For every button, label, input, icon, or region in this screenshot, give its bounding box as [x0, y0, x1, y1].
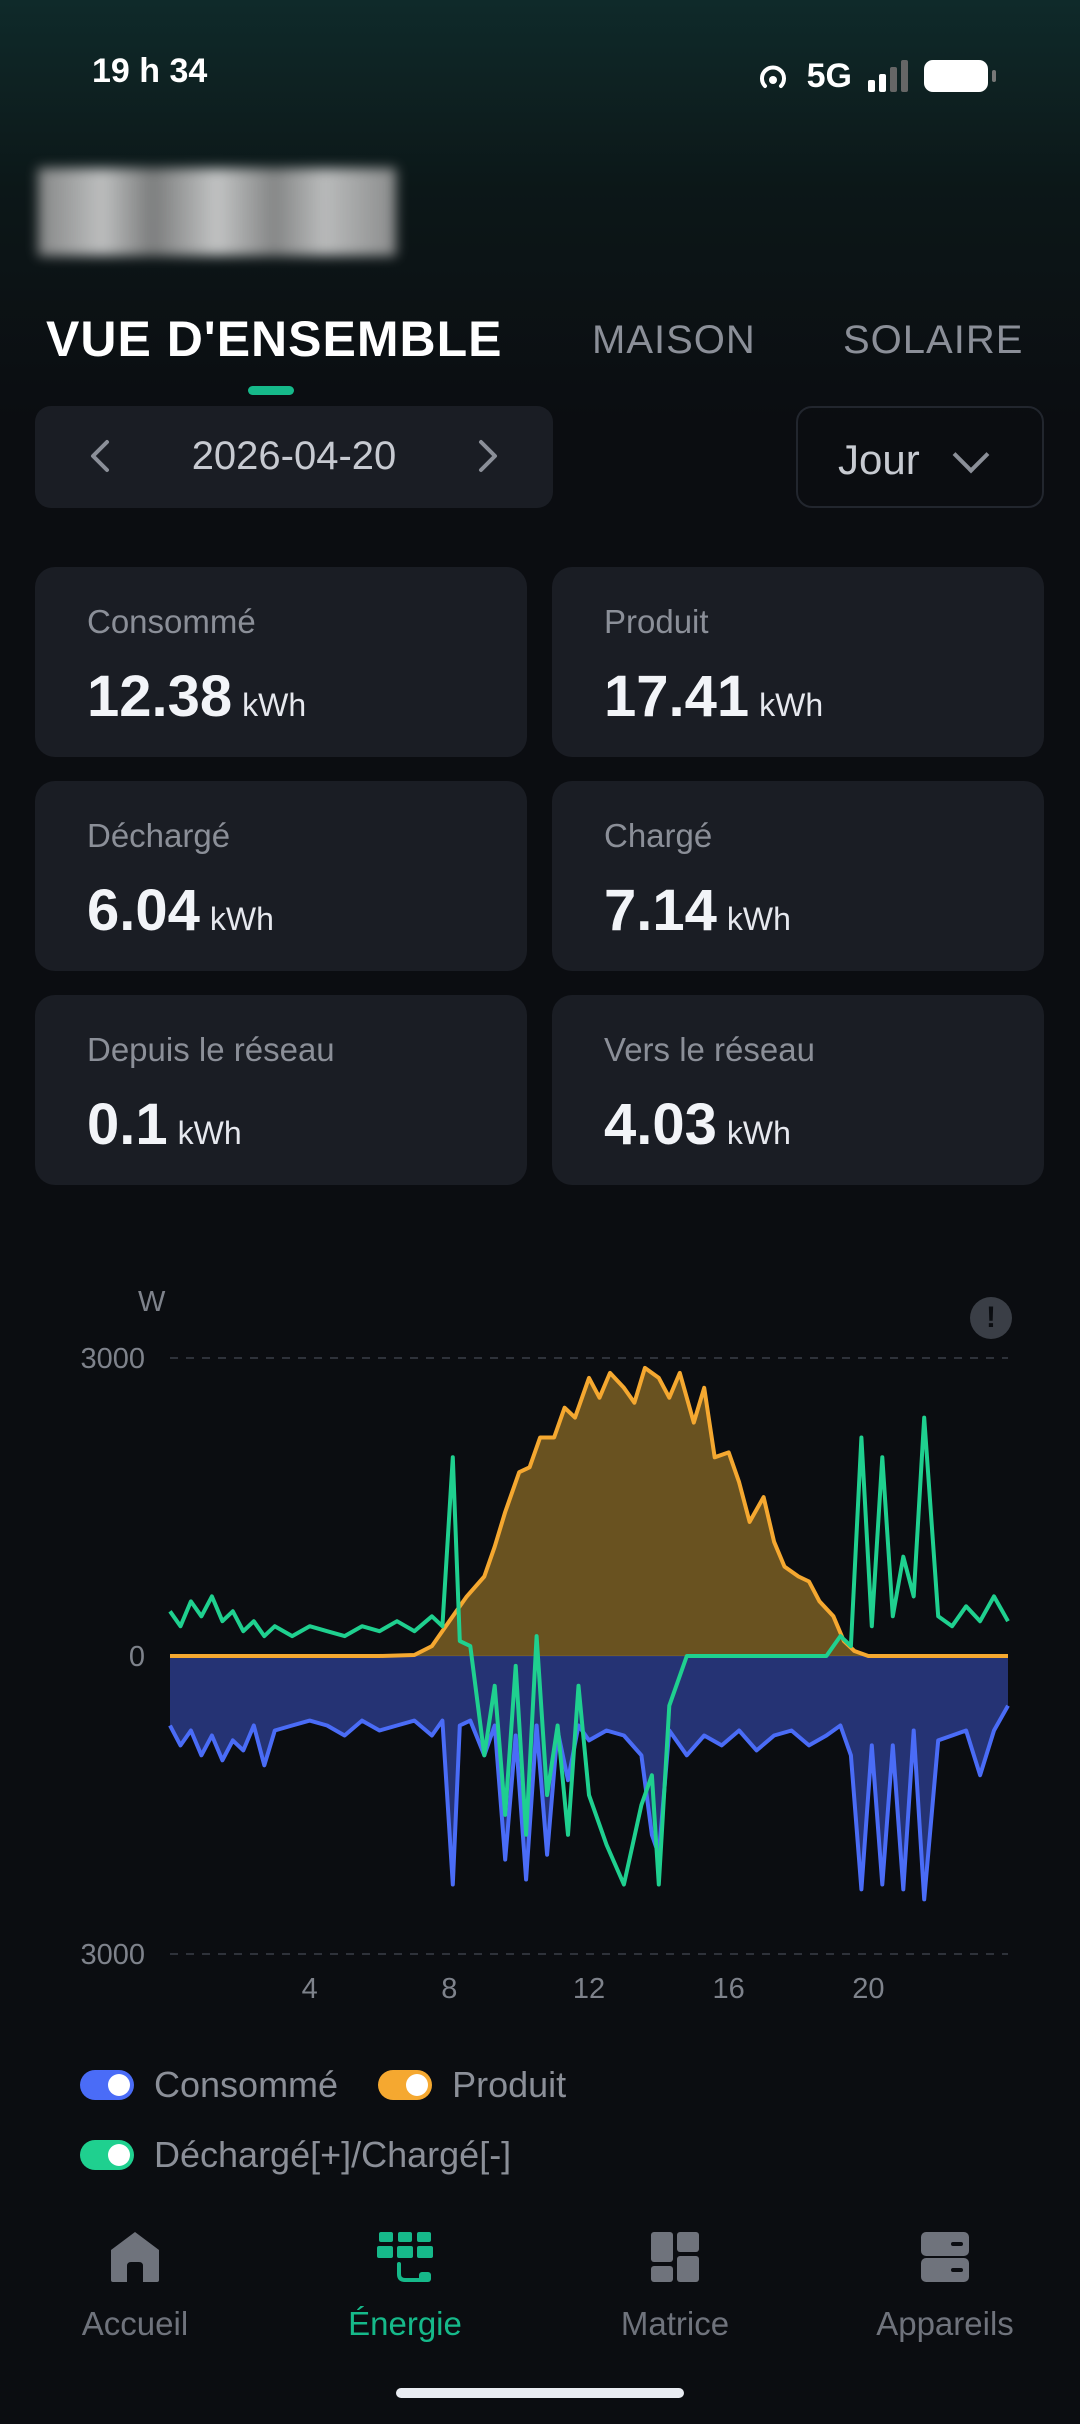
- legend-label-battery: Déchargé[+]/Chargé[-]: [154, 2134, 512, 2175]
- hotspot-icon: [759, 65, 786, 88]
- nav-energy[interactable]: Énergie: [270, 2228, 540, 2343]
- chevron-right-icon[interactable]: [473, 426, 503, 499]
- status-icons: 5G: [753, 54, 996, 98]
- battery-icon: [924, 60, 996, 92]
- home-indicator: [396, 2388, 684, 2398]
- active-tab-indicator: [248, 386, 294, 395]
- signal-icon: [868, 60, 908, 92]
- stat-unit: kWh: [177, 1115, 242, 1151]
- solar-panel-icon: [377, 2232, 433, 2282]
- legend-label-produced: Produit: [452, 2064, 567, 2105]
- x-tick-label: 12: [573, 1973, 605, 2005]
- legend-row-1: Consommé Produit: [80, 2064, 566, 2106]
- x-tick-label: 20: [852, 1973, 884, 2005]
- stat-card-to-grid: Vers le réseau 4.03 kWh: [552, 995, 1044, 1185]
- nav-devices[interactable]: Appareils: [810, 2228, 1080, 2343]
- consumed-area: [170, 1656, 1008, 1900]
- site-name-blurred: [38, 168, 396, 256]
- home-icon: [111, 2232, 159, 2282]
- y-tick-label: 3000: [80, 1343, 145, 1375]
- stat-unit: kWh: [726, 1115, 791, 1151]
- nav-label: Énergie: [348, 2305, 462, 2342]
- energy-chart: 3000 0 3000 4 8 12 16 20: [80, 1343, 1010, 2005]
- x-tick-label: 4: [302, 1973, 318, 2005]
- stat-value: 0.1: [87, 1092, 168, 1157]
- stat-value: 7.14: [604, 878, 717, 943]
- legend-label-consumed: Consommé: [154, 2064, 339, 2105]
- toggle-produced[interactable]: [378, 2070, 433, 2100]
- stat-card-from-grid: Depuis le réseau 0.1 kWh: [35, 995, 527, 1185]
- y-tick-label: 3000: [80, 1939, 145, 1971]
- stat-label: Déchargé: [87, 817, 231, 854]
- stat-value: 4.03: [604, 1092, 717, 1157]
- nav-matrix[interactable]: Matrice: [540, 2228, 810, 2343]
- stat-unit: kWh: [759, 687, 824, 723]
- stat-value: 12.38: [87, 664, 233, 729]
- stat-card-produced: Produit 17.41 kWh: [552, 567, 1044, 757]
- period-value: Jour: [838, 436, 920, 483]
- stat-card-charged: Chargé 7.14 kWh: [552, 781, 1044, 971]
- date-text[interactable]: 2026-04-20: [191, 434, 397, 478]
- stat-label: Chargé: [604, 817, 713, 854]
- produced-area: [170, 1367, 1008, 1656]
- stat-label: Vers le réseau: [604, 1031, 815, 1068]
- y-tick-label: 0: [129, 1641, 145, 1673]
- stat-card-discharged: Déchargé 6.04 kWh: [35, 781, 527, 971]
- x-tick-label: 16: [713, 1973, 745, 2005]
- tab-solar[interactable]: SOLAIRE: [843, 318, 1024, 362]
- date-selector: 2026-04-20: [35, 406, 553, 508]
- legend-row-2: Déchargé[+]/Chargé[-]: [80, 2134, 511, 2176]
- tab-bar: VUE D'ENSEMBLE MAISON SOLAIRE: [0, 300, 1080, 410]
- nav-label: Matrice: [620, 2305, 730, 2342]
- battery-line: [168, 1415, 1010, 1887]
- toggle-consumed[interactable]: [80, 2070, 134, 2100]
- stat-label: Depuis le réseau: [87, 1031, 335, 1068]
- bottom-navigation: Accueil Énergie Matrice Appareils: [0, 2200, 1080, 2424]
- status-time: 19 h 34: [92, 52, 208, 90]
- stat-value: 17.41: [604, 664, 750, 729]
- status-bar: 19 h 34 5G: [0, 0, 1080, 150]
- stat-label: Produit: [604, 603, 709, 640]
- nav-home[interactable]: Accueil: [0, 2228, 270, 2343]
- stat-value: 6.04: [87, 878, 200, 943]
- tab-overview[interactable]: VUE D'ENSEMBLE: [46, 311, 503, 367]
- stat-card-consumed: Consommé 12.38 kWh: [35, 567, 527, 757]
- devices-icon: [921, 2232, 969, 2282]
- chevron-left-icon[interactable]: [85, 426, 115, 499]
- period-dropdown[interactable]: Jour: [796, 406, 1044, 508]
- network-type: 5G: [806, 56, 852, 95]
- stat-unit: kWh: [209, 901, 274, 937]
- stat-unit: kWh: [726, 901, 791, 937]
- info-icon[interactable]: !: [970, 1297, 1012, 1339]
- toggle-battery[interactable]: [80, 2140, 134, 2170]
- chevron-down-icon: [952, 436, 990, 474]
- grid-layout-icon: [651, 2232, 699, 2282]
- consumed-line: [168, 1704, 1010, 1902]
- nav-label: Accueil: [81, 2305, 189, 2342]
- x-tick-label: 8: [441, 1973, 457, 2005]
- stat-label: Consommé: [87, 603, 256, 640]
- stat-unit: kWh: [242, 687, 307, 723]
- tab-home[interactable]: MAISON: [592, 318, 756, 362]
- chart-y-unit: W: [138, 1286, 166, 1318]
- produced-line: [170, 1365, 1008, 1658]
- nav-label: Appareils: [876, 2305, 1014, 2342]
